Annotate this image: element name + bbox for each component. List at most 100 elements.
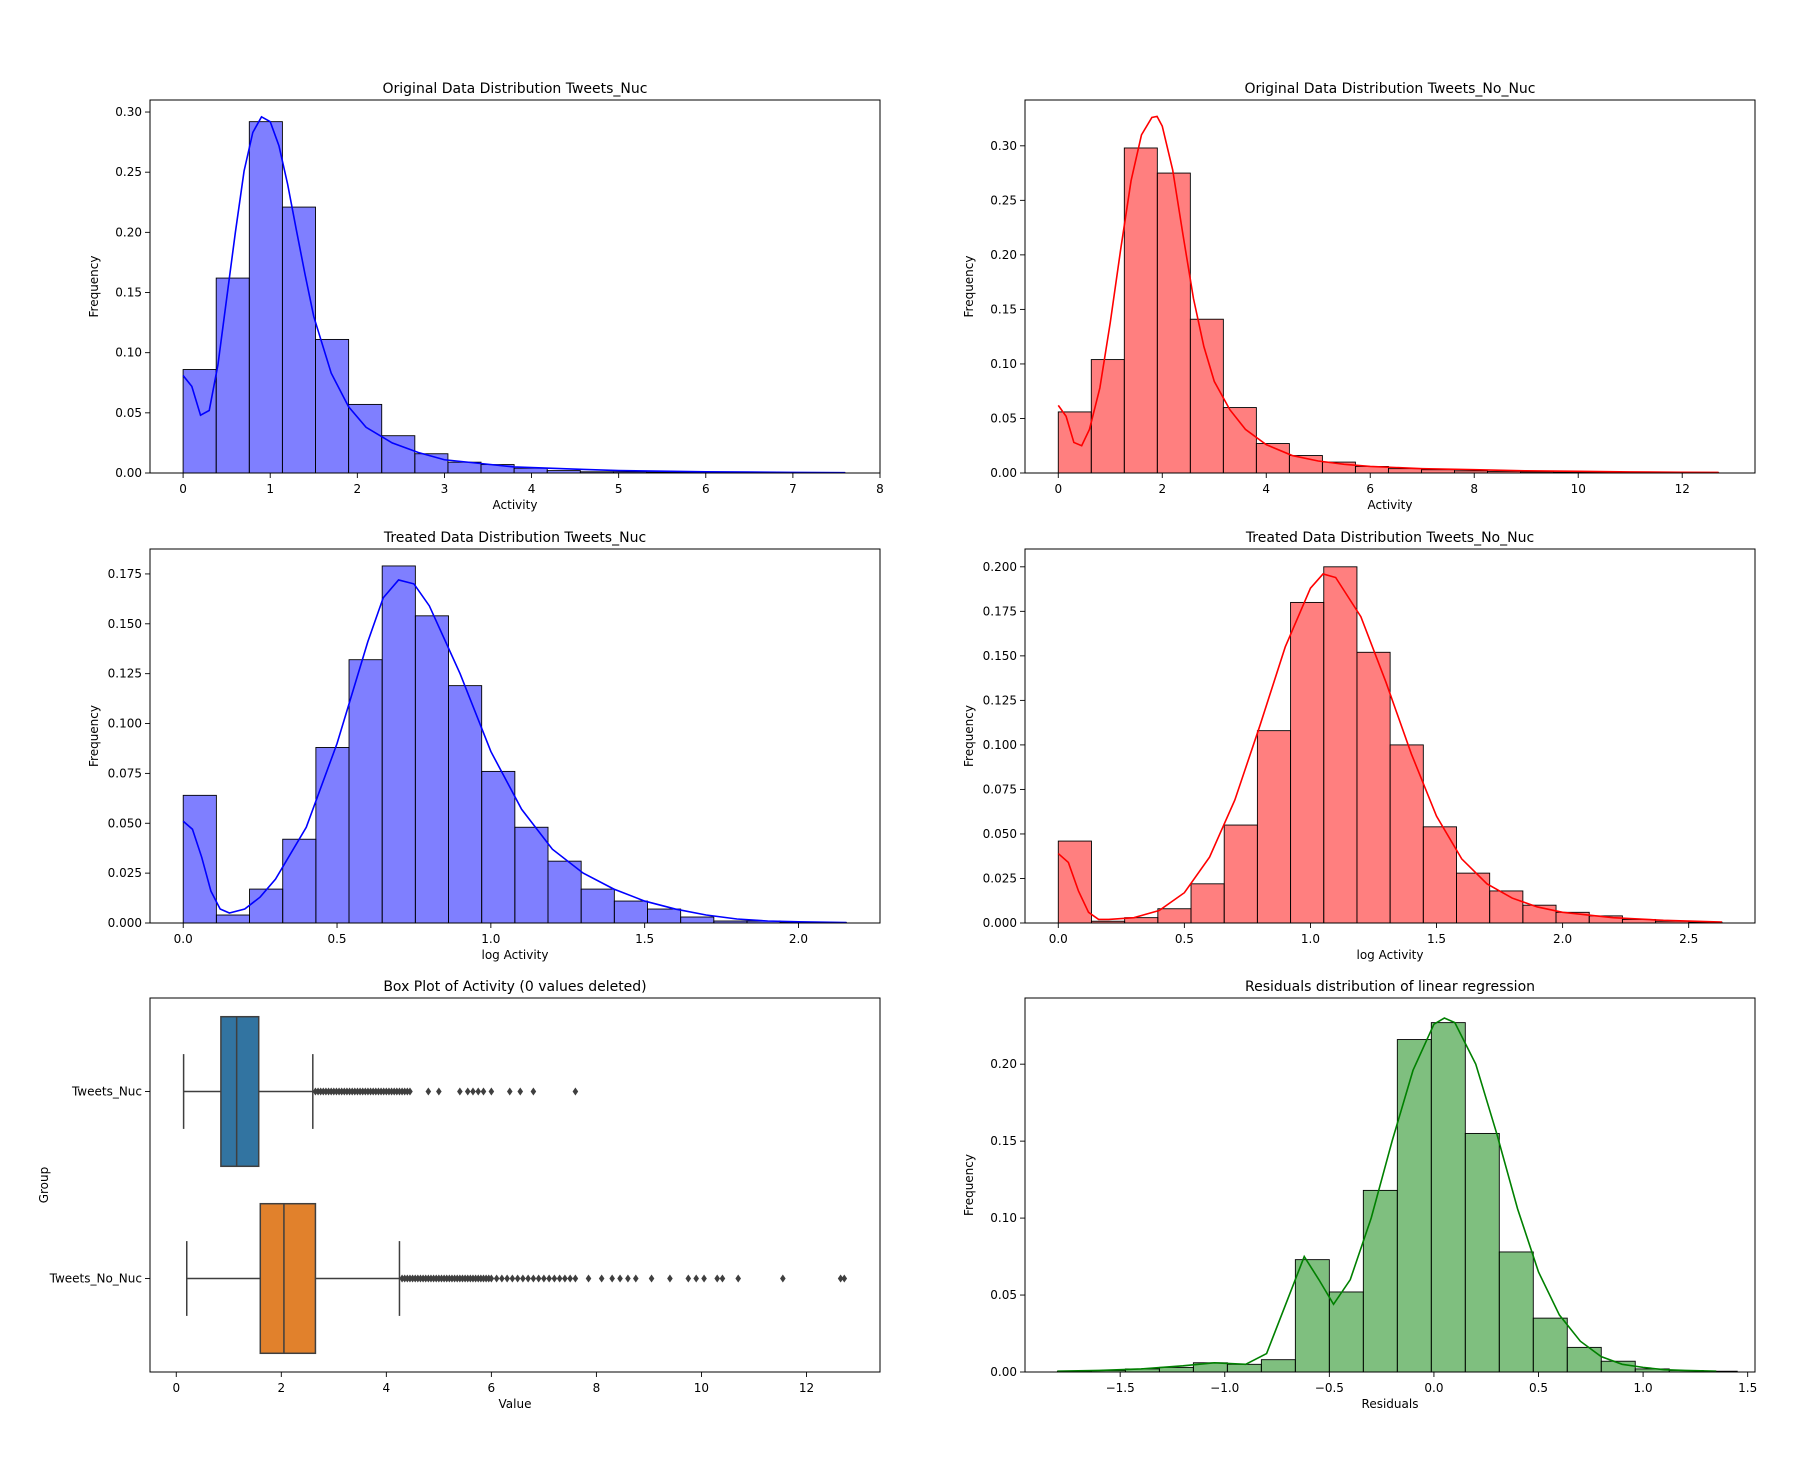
chart-title: Box Plot of Activity (0 values deleted) — [383, 979, 646, 995]
x-axis-label: Residuals — [1362, 1397, 1419, 1411]
outlier-point — [530, 1274, 537, 1283]
histogram-bar — [547, 860, 582, 924]
outlier-point — [780, 1274, 786, 1283]
outlier-point — [546, 1274, 552, 1283]
outlier-point — [493, 1274, 500, 1283]
kde-line — [1057, 1017, 1717, 1373]
histogram-bar — [348, 659, 383, 924]
histogram-bar — [348, 403, 383, 474]
x-tick-label: 6 — [702, 482, 710, 496]
outlier-point — [625, 1274, 631, 1283]
kde-line — [182, 115, 846, 474]
histogram-bar — [1158, 1366, 1194, 1373]
x-tick-label: 2 — [1158, 482, 1166, 496]
y-axis-label: Group — [37, 1167, 51, 1204]
histogram-bar — [1389, 744, 1424, 924]
outlier-point — [488, 1087, 495, 1096]
x-axis-label: log Activity — [482, 948, 549, 962]
y-tick-label: 0.30 — [990, 139, 1017, 153]
x-tick-label: −1.5 — [1106, 1381, 1135, 1395]
histogram-bars — [1057, 566, 1723, 924]
histogram-bar — [1090, 359, 1125, 474]
y-tick-label: 0.00 — [990, 466, 1017, 480]
y-tick-label: 0.05 — [990, 1288, 1017, 1302]
x-tick-label: 6 — [488, 1381, 496, 1395]
x-tick-label: −0.5 — [1315, 1381, 1344, 1395]
box-tweets-nuc — [182, 1015, 579, 1168]
y-tick-label: 0.25 — [115, 165, 142, 179]
histogram-bar — [1489, 890, 1524, 924]
outlier-point — [436, 1087, 442, 1096]
outlier-point — [667, 1274, 673, 1283]
x-tick-label: 5 — [615, 482, 623, 496]
x-tick-label: 8 — [593, 1381, 601, 1395]
histogram-bars — [182, 565, 847, 924]
chart-title: Residuals distribution of linear regress… — [1245, 979, 1535, 995]
histogram-bar — [1566, 1346, 1602, 1373]
x-tick-label: 2 — [354, 482, 362, 496]
y-axis-label: Frequency — [87, 705, 101, 767]
x-tick-label: 3 — [441, 482, 449, 496]
histogram-bar — [580, 888, 615, 924]
outlier-point — [837, 1274, 844, 1283]
histogram-bar — [1222, 407, 1257, 474]
x-tick-label: 0 — [179, 482, 187, 496]
histogram-bar — [315, 747, 350, 924]
outlier-point — [520, 1274, 526, 1283]
plot-frame — [1024, 997, 1756, 1373]
y-tick-label: 0.075 — [108, 766, 142, 780]
histogram-bar — [1226, 1363, 1262, 1373]
y-tick-label: 0.175 — [983, 604, 1017, 618]
histogram-bar — [1323, 566, 1358, 924]
x-tick-label: 0 — [172, 1381, 180, 1395]
chart-panel-3: Treated Data Distribution Tweets_Nuc0.00… — [87, 530, 881, 962]
x-axis-label: Activity — [1368, 498, 1413, 512]
histogram-bar — [1362, 1189, 1398, 1373]
y-axis-label: Frequency — [962, 256, 976, 318]
outlier-point — [525, 1274, 531, 1283]
outlier-point — [567, 1274, 573, 1283]
y-tick-label: 0.30 — [115, 105, 142, 119]
histogram-bar — [1356, 651, 1391, 924]
outlier-point — [632, 1274, 639, 1283]
y-tick-label: 0.075 — [983, 782, 1017, 796]
outlier-point — [425, 1087, 432, 1096]
outlier-point — [685, 1274, 692, 1283]
x-tick-label: 4 — [383, 1381, 391, 1395]
x-tick-label: 12 — [1675, 482, 1690, 496]
outlier-point — [506, 1087, 513, 1096]
histogram-bar — [1532, 1317, 1568, 1373]
x-tick-label: 4 — [528, 482, 536, 496]
chart-title: Treated Data Distribution Tweets_No_Nuc — [1245, 530, 1534, 546]
y-tick-label: 0.000 — [983, 916, 1017, 930]
y-tick-label: 0.150 — [983, 649, 1017, 663]
histogram-bar — [514, 826, 549, 924]
y-category-label: Tweets_Nuc — [71, 1085, 142, 1099]
x-tick-label: 1.5 — [635, 932, 654, 946]
y-tick-label: 0.150 — [108, 617, 142, 631]
outlier-point — [407, 1087, 413, 1096]
histogram-bar — [1464, 1132, 1500, 1373]
outlier-point — [693, 1274, 699, 1283]
x-tick-label: 2.0 — [1553, 932, 1572, 946]
y-tick-label: 0.15 — [115, 286, 142, 300]
x-tick-label: −1.0 — [1210, 1381, 1239, 1395]
x-axis-label: Activity — [493, 498, 538, 512]
outlier-point — [504, 1274, 510, 1283]
histogram-bar — [613, 900, 648, 924]
x-tick-label: 1 — [266, 482, 274, 496]
histogram-bar — [1256, 730, 1292, 924]
box-iqr — [220, 1015, 260, 1168]
x-tick-label: 0.0 — [1424, 1381, 1443, 1395]
outlier-point — [562, 1274, 568, 1283]
plot-frame — [1024, 99, 1756, 474]
outlier-point — [556, 1274, 563, 1283]
histogram-bar — [481, 770, 516, 924]
outlier-point — [488, 1274, 495, 1283]
x-tick-label: 12 — [799, 1381, 814, 1395]
y-tick-label: 0.100 — [108, 717, 142, 731]
kde-line — [1057, 573, 1722, 923]
x-tick-label: 0 — [1054, 482, 1062, 496]
y-tick-label: 0.10 — [115, 346, 142, 360]
